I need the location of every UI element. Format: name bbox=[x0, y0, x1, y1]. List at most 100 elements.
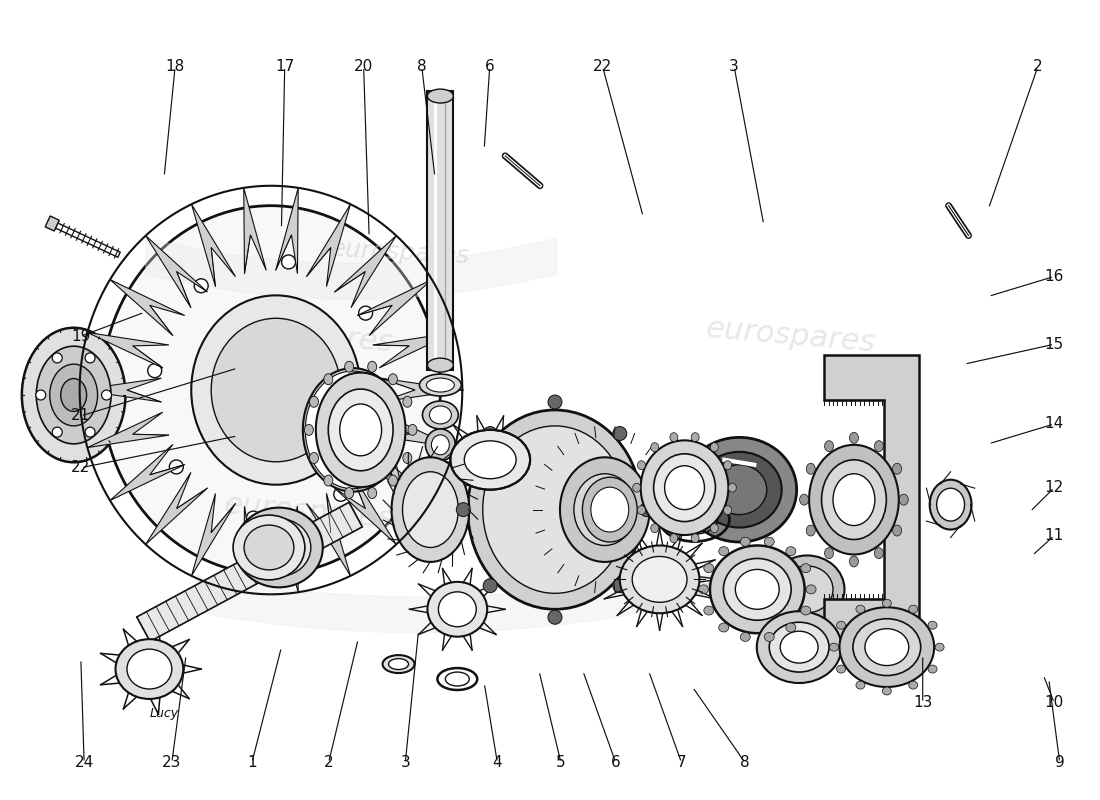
Ellipse shape bbox=[691, 433, 700, 442]
Ellipse shape bbox=[619, 546, 700, 614]
Ellipse shape bbox=[309, 453, 319, 463]
Ellipse shape bbox=[711, 442, 718, 452]
Ellipse shape bbox=[427, 378, 454, 392]
Ellipse shape bbox=[852, 618, 921, 675]
Ellipse shape bbox=[825, 441, 834, 452]
Ellipse shape bbox=[392, 458, 470, 562]
Ellipse shape bbox=[574, 474, 636, 546]
Polygon shape bbox=[358, 279, 432, 336]
Ellipse shape bbox=[116, 639, 184, 699]
Ellipse shape bbox=[670, 534, 678, 542]
Ellipse shape bbox=[770, 555, 845, 623]
Ellipse shape bbox=[711, 524, 718, 533]
Text: eurospares: eurospares bbox=[705, 314, 878, 358]
Circle shape bbox=[548, 610, 562, 624]
Ellipse shape bbox=[856, 605, 865, 613]
Ellipse shape bbox=[344, 487, 353, 498]
Text: eurospares: eurospares bbox=[679, 576, 820, 607]
Circle shape bbox=[195, 278, 208, 293]
Ellipse shape bbox=[422, 401, 459, 429]
Text: 6: 6 bbox=[610, 755, 620, 770]
Text: 16: 16 bbox=[1045, 269, 1064, 284]
Ellipse shape bbox=[781, 566, 833, 613]
Ellipse shape bbox=[712, 465, 767, 514]
Ellipse shape bbox=[718, 546, 728, 556]
Polygon shape bbox=[244, 506, 266, 592]
Ellipse shape bbox=[383, 655, 415, 673]
Ellipse shape bbox=[801, 564, 811, 573]
Ellipse shape bbox=[306, 371, 400, 489]
Ellipse shape bbox=[810, 445, 899, 554]
Circle shape bbox=[246, 511, 261, 525]
Ellipse shape bbox=[882, 687, 891, 695]
Polygon shape bbox=[145, 236, 208, 308]
Ellipse shape bbox=[935, 643, 944, 651]
Ellipse shape bbox=[328, 389, 393, 470]
Ellipse shape bbox=[403, 472, 459, 547]
Ellipse shape bbox=[801, 606, 811, 615]
Ellipse shape bbox=[388, 475, 397, 486]
Text: 12: 12 bbox=[1045, 480, 1064, 495]
Text: 2: 2 bbox=[1033, 59, 1043, 74]
Text: 14: 14 bbox=[1045, 417, 1064, 431]
Text: 17: 17 bbox=[275, 59, 295, 74]
Ellipse shape bbox=[757, 611, 842, 683]
Ellipse shape bbox=[323, 475, 333, 486]
Polygon shape bbox=[145, 472, 208, 545]
Text: 2: 2 bbox=[323, 755, 333, 770]
Ellipse shape bbox=[740, 538, 750, 546]
Circle shape bbox=[85, 427, 95, 437]
Text: 8: 8 bbox=[740, 755, 750, 770]
Text: 19: 19 bbox=[72, 329, 90, 344]
Ellipse shape bbox=[704, 606, 714, 615]
Ellipse shape bbox=[710, 546, 804, 633]
Text: 18: 18 bbox=[165, 59, 185, 74]
Ellipse shape bbox=[909, 605, 917, 613]
Ellipse shape bbox=[764, 633, 774, 642]
Text: 22: 22 bbox=[593, 59, 613, 74]
Text: 8: 8 bbox=[417, 59, 427, 74]
Ellipse shape bbox=[235, 508, 322, 587]
Circle shape bbox=[101, 390, 111, 400]
Ellipse shape bbox=[856, 681, 865, 689]
Ellipse shape bbox=[309, 396, 319, 407]
Text: 4: 4 bbox=[493, 755, 503, 770]
Text: 10: 10 bbox=[1045, 695, 1064, 710]
Circle shape bbox=[147, 364, 162, 378]
Ellipse shape bbox=[928, 665, 937, 673]
Polygon shape bbox=[373, 412, 454, 447]
Circle shape bbox=[640, 502, 653, 517]
Text: eurospares: eurospares bbox=[222, 490, 395, 534]
Text: 9: 9 bbox=[1055, 755, 1065, 770]
Ellipse shape bbox=[367, 362, 376, 372]
Polygon shape bbox=[45, 216, 59, 231]
Text: 21: 21 bbox=[72, 409, 90, 423]
Ellipse shape bbox=[101, 206, 440, 574]
Text: 5: 5 bbox=[557, 755, 565, 770]
Polygon shape bbox=[276, 506, 298, 592]
Ellipse shape bbox=[403, 453, 411, 463]
Ellipse shape bbox=[428, 582, 487, 637]
Ellipse shape bbox=[428, 89, 453, 103]
Ellipse shape bbox=[829, 643, 838, 651]
Polygon shape bbox=[87, 412, 169, 447]
Ellipse shape bbox=[344, 362, 353, 372]
Ellipse shape bbox=[340, 404, 382, 456]
Text: 22: 22 bbox=[72, 460, 90, 475]
Ellipse shape bbox=[670, 433, 678, 442]
Ellipse shape bbox=[323, 374, 333, 385]
Circle shape bbox=[36, 390, 46, 400]
Ellipse shape bbox=[882, 599, 891, 607]
Text: 20: 20 bbox=[354, 59, 373, 74]
Text: eurospares: eurospares bbox=[330, 237, 471, 268]
Text: eurospares: eurospares bbox=[595, 554, 768, 598]
Ellipse shape bbox=[419, 374, 461, 396]
Ellipse shape bbox=[244, 525, 294, 570]
Ellipse shape bbox=[822, 460, 887, 539]
Text: 3: 3 bbox=[400, 755, 410, 770]
Ellipse shape bbox=[305, 425, 314, 435]
Ellipse shape bbox=[248, 518, 311, 576]
Polygon shape bbox=[358, 445, 432, 501]
Ellipse shape bbox=[426, 429, 455, 461]
Polygon shape bbox=[191, 494, 235, 576]
